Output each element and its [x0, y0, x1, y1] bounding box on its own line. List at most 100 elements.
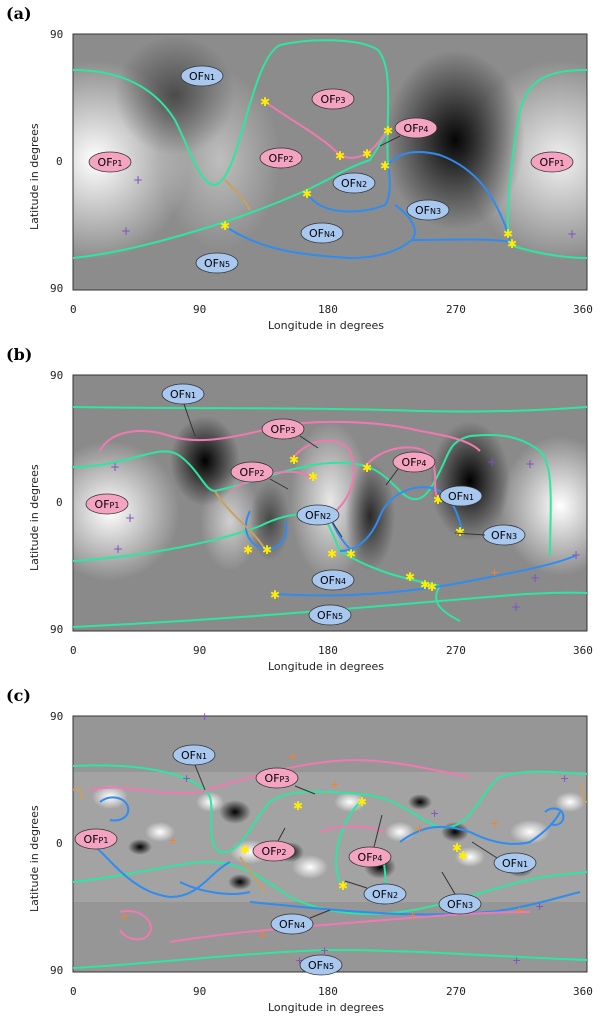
svg-text:OFN1: OFN1: [448, 490, 474, 503]
label-ofn1: OFN1: [161, 383, 205, 437]
panel-letter: (c): [6, 686, 31, 705]
separatrix-green: [73, 764, 587, 854]
panel-b: (b): [0, 341, 600, 681]
svg-text:OFN1: OFN1: [189, 70, 215, 83]
svg-text:+: +: [487, 455, 497, 469]
svg-text:✱: ✱: [380, 159, 390, 173]
spine-blue: [544, 807, 565, 826]
separatrix-green: [73, 591, 587, 628]
svg-text:+: +: [530, 571, 540, 585]
svg-text:+: +: [330, 778, 339, 791]
svg-text:OFN3: OFN3: [491, 529, 517, 542]
svg-text:OFP1: OFP1: [95, 498, 120, 511]
svg-text:OFN4: OFN4: [309, 227, 335, 240]
svg-text:OFN4: OFN4: [320, 574, 346, 587]
label-ofp3: OFP3: [255, 767, 316, 795]
svg-text:OFN4: OFN4: [279, 918, 305, 931]
label-ofn3: OFN3: [454, 524, 526, 546]
label-ofp4: OFP4: [379, 117, 438, 147]
spine-blue: [387, 151, 511, 246]
svg-text:360: 360: [573, 303, 593, 316]
magnetogram-background: [73, 716, 587, 972]
spine-pink: [319, 825, 386, 833]
svg-text:0: 0: [56, 155, 63, 168]
y-axis-label: Latitude in degrees: [28, 464, 41, 571]
separatrix-green: [73, 129, 389, 259]
separatrix-green: [507, 69, 587, 246]
spine-blue: [274, 555, 576, 597]
label-ofn5: OFN5: [308, 604, 352, 626]
svg-text:0: 0: [70, 985, 77, 998]
separatrix-green: [509, 244, 587, 259]
spine-blue: [224, 204, 416, 260]
svg-text:+: +: [567, 227, 577, 241]
svg-text:✱: ✱: [338, 879, 348, 893]
svg-text:270: 270: [446, 985, 466, 998]
label-ofp3: OFP3: [311, 88, 355, 110]
label-ofn3: OFN3: [438, 871, 482, 915]
svg-text:OFP2: OFP2: [240, 466, 265, 479]
spine-blue: [399, 811, 561, 845]
svg-text:OFP3: OFP3: [265, 772, 290, 785]
spine-blue: [249, 891, 581, 916]
svg-text:+: +: [182, 772, 191, 785]
svg-text:+: +: [515, 904, 524, 917]
svg-text:✱: ✱: [243, 543, 253, 557]
label-ofp1-right: OFP1: [530, 151, 574, 173]
svg-text:180: 180: [318, 303, 338, 316]
label-ofn2: OFN2: [344, 880, 407, 905]
svg-text:+: +: [511, 600, 521, 614]
label-ofn4: OFN4: [300, 222, 344, 244]
svg-text:OFP4: OFP4: [404, 122, 429, 135]
svg-text:+: +: [133, 173, 143, 187]
svg-text:OFP1: OFP1: [98, 156, 123, 169]
svg-text:✱: ✱: [220, 219, 230, 233]
x-ticks: 0 90 180 270 360: [70, 303, 593, 316]
svg-text:+: +: [320, 944, 329, 957]
svg-text:+: +: [110, 460, 120, 474]
spine-pink: [169, 911, 531, 943]
svg-text:+: +: [125, 511, 135, 525]
svg-text:✱: ✱: [308, 470, 318, 484]
spine-pink: [119, 910, 152, 941]
svg-text:90: 90: [50, 282, 63, 295]
label-ofn4: OFN4: [270, 909, 331, 935]
domain-labels: OFN1 OFP3 OFP2 OFP4 OFP1 OFN1 OFN2 OFN3: [85, 383, 526, 626]
null-points: ✱✱ ✱ ✱✱✱: [240, 795, 468, 893]
svg-text:+: +: [490, 566, 499, 579]
svg-text:OFP4: OFP4: [402, 456, 427, 469]
svg-text:+: +: [120, 910, 129, 923]
panel-letter: (a): [6, 4, 32, 23]
svg-text:✱: ✱: [452, 841, 462, 855]
label-ofn2: OFN2: [296, 504, 343, 538]
svg-text:90: 90: [193, 644, 206, 657]
svg-text:OFN1: OFN1: [502, 857, 528, 870]
svg-text:0: 0: [70, 303, 77, 316]
svg-text:+: +: [408, 909, 417, 922]
svg-text:✱: ✱: [346, 547, 356, 561]
svg-text:OFN3: OFN3: [415, 204, 441, 217]
svg-text:OFP3: OFP3: [321, 93, 346, 106]
svg-text:✱: ✱: [262, 543, 272, 557]
svg-text:+: +: [121, 224, 131, 238]
svg-text:90: 90: [50, 964, 63, 977]
svg-text:+: +: [525, 457, 535, 471]
spine-blue: [411, 238, 511, 243]
svg-text:✱: ✱: [503, 227, 513, 241]
spine-pink: [263, 100, 389, 159]
source-markers-orange: + + + + + + + + +: [120, 750, 524, 941]
svg-text:+: +: [113, 542, 123, 556]
label-ofn1: OFN1: [180, 65, 224, 87]
label-ofp1: OFP1: [74, 828, 118, 850]
y-ticks: 90 0 90: [50, 369, 63, 636]
svg-text:OFN1: OFN1: [181, 749, 207, 762]
svg-text:✱: ✱: [260, 95, 270, 109]
y-ticks: 90 0 90: [50, 28, 63, 295]
svg-text:✱: ✱: [289, 453, 299, 467]
svg-text:+: +: [490, 817, 499, 830]
panel-c: (c): [0, 682, 600, 1019]
svg-text:360: 360: [573, 644, 593, 657]
svg-text:OFN2: OFN2: [341, 177, 367, 190]
svg-text:OFN5: OFN5: [204, 257, 230, 270]
svg-text:✱: ✱: [293, 799, 303, 813]
